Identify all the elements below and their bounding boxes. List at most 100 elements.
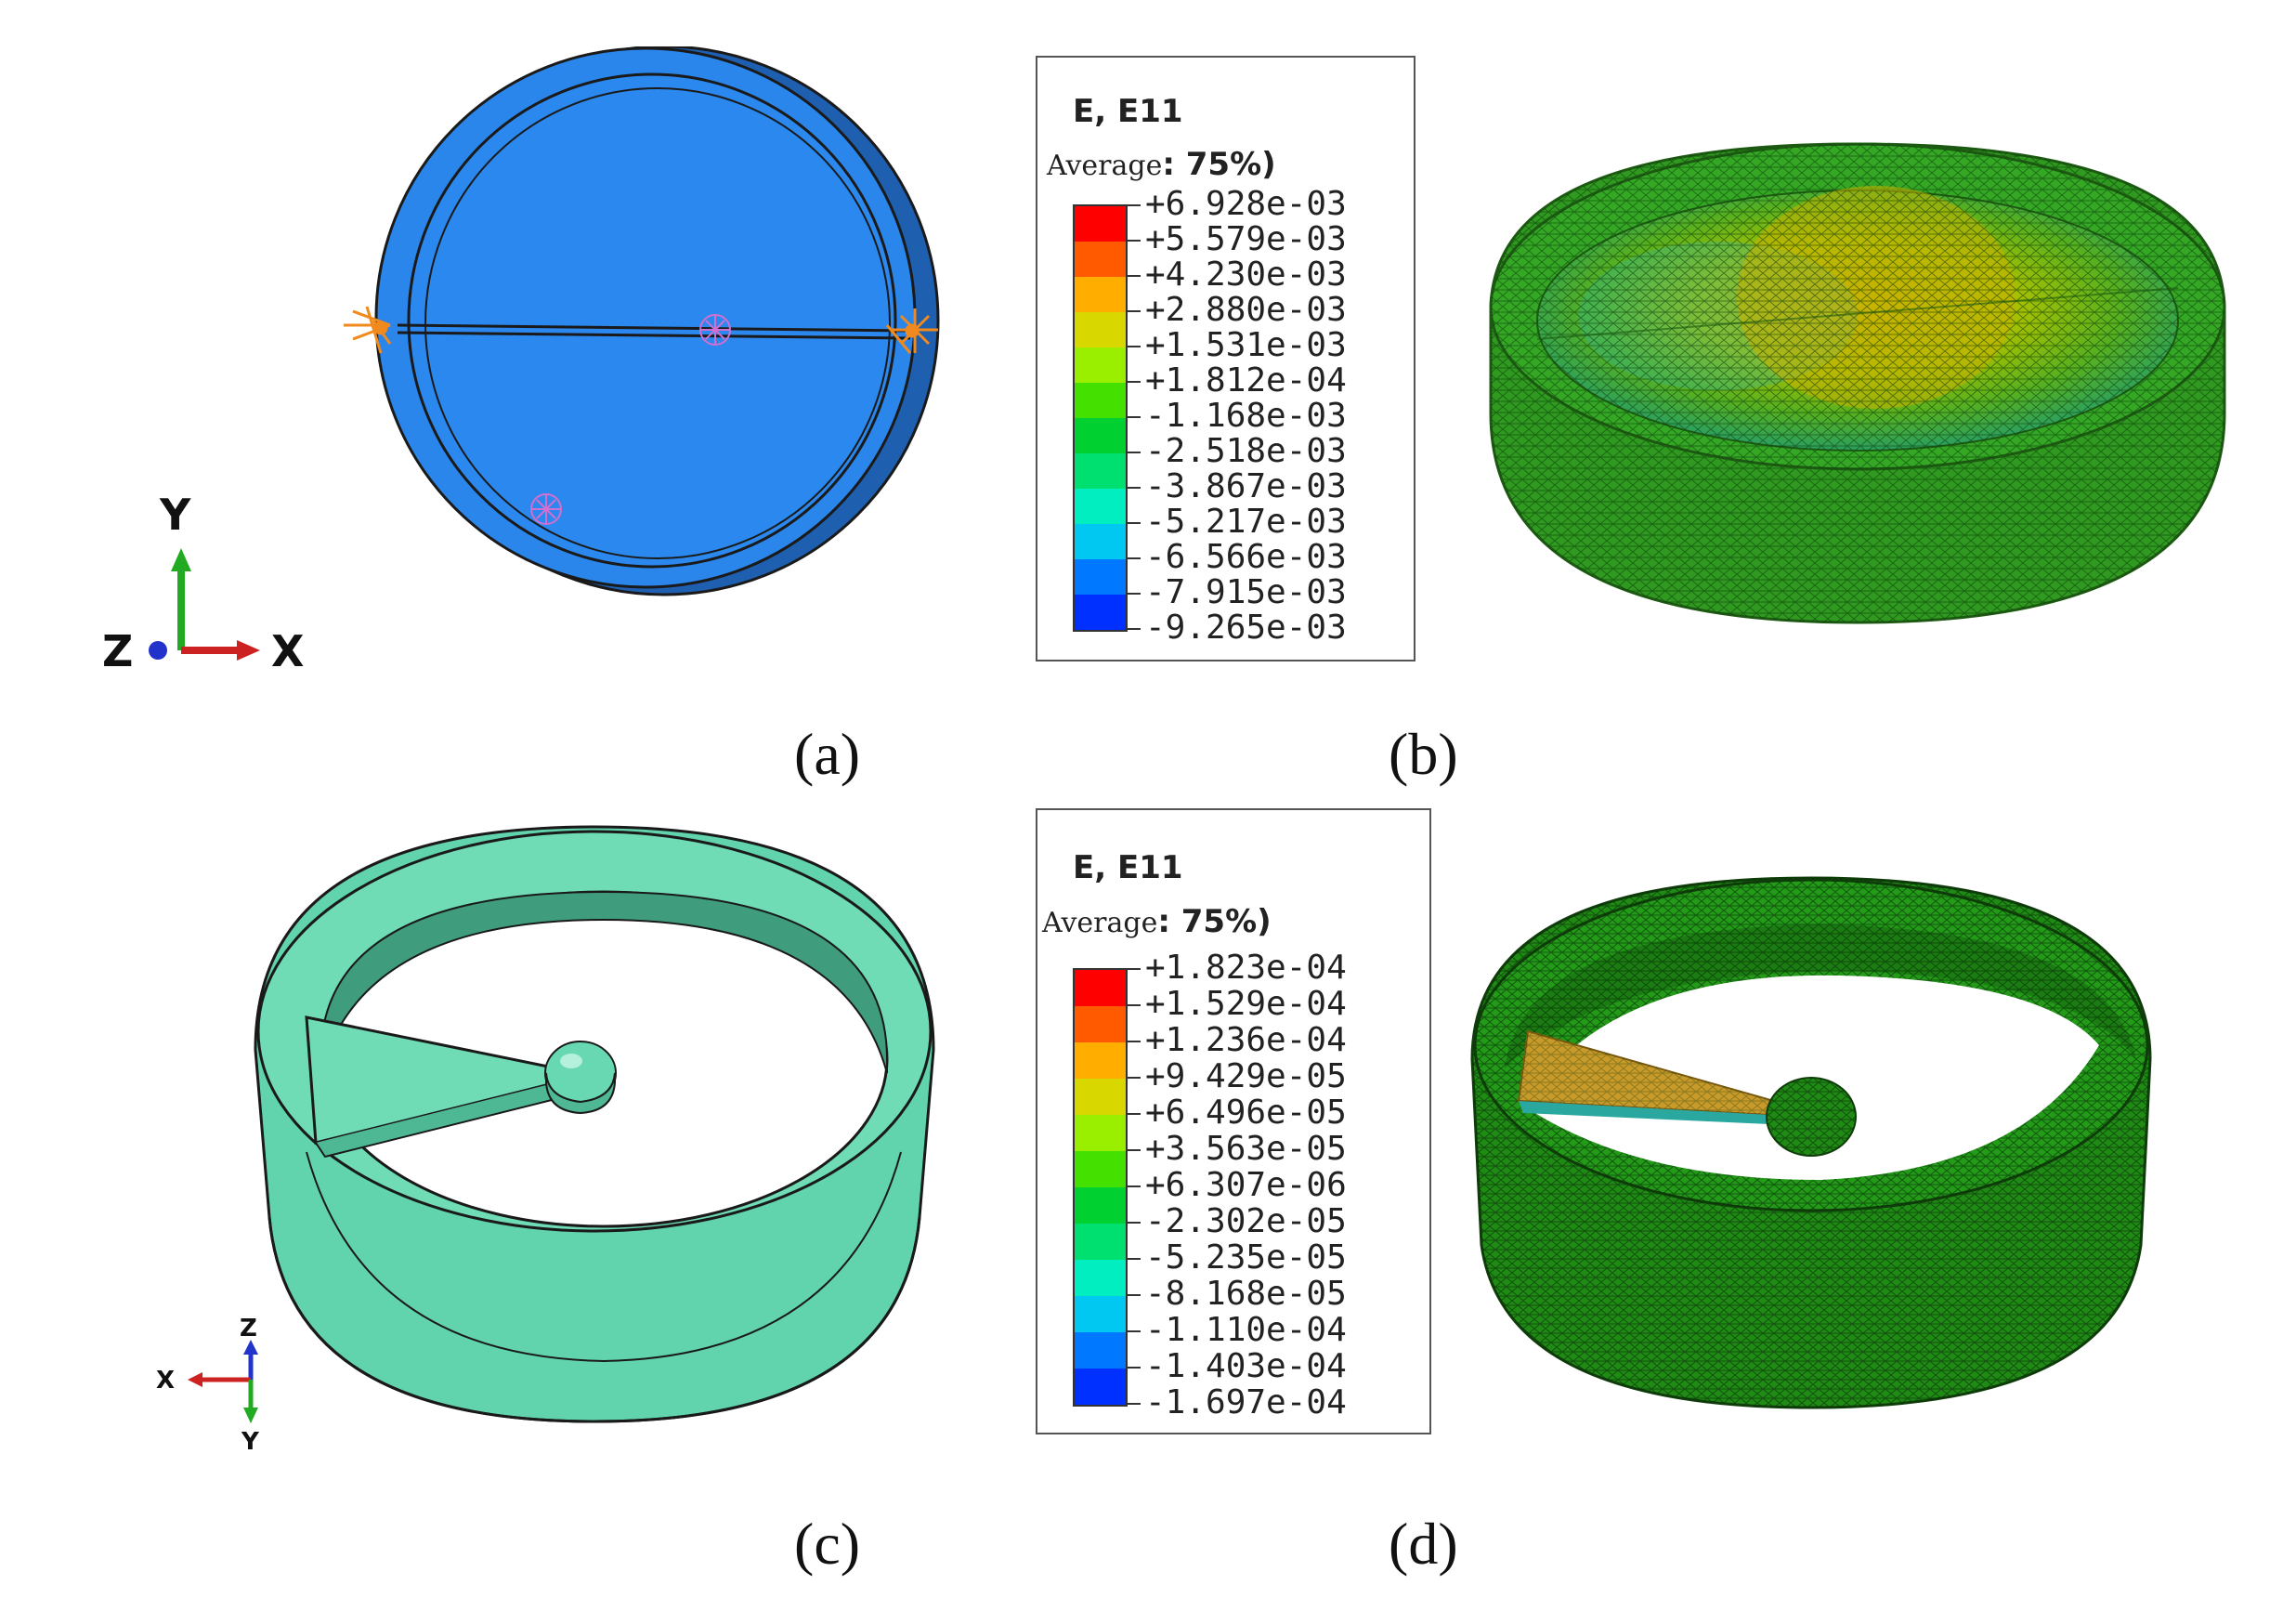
- axis-label-y: Y: [159, 490, 191, 540]
- legend-tick: [1126, 1258, 1141, 1260]
- legend-value: +9.429e-05: [1145, 1057, 1347, 1095]
- legend-value: -6.566e-03: [1145, 538, 1347, 576]
- legend-b-average-label: Average: [1047, 150, 1163, 182]
- legend-swatch: [1075, 1332, 1126, 1369]
- legend-color-bar: [1073, 204, 1128, 632]
- legend-tick: [1126, 240, 1141, 242]
- legend-swatch: [1075, 1260, 1126, 1296]
- legend-swatch: [1075, 206, 1126, 242]
- legend-value: -2.302e-05: [1145, 1202, 1347, 1240]
- legend-color-bar: [1073, 968, 1128, 1407]
- legend-swatch: [1075, 489, 1126, 524]
- caption-c: (c): [794, 1511, 861, 1577]
- axis-label-y-c: Y: [241, 1428, 260, 1456]
- legend-value: -5.235e-05: [1145, 1238, 1347, 1277]
- legend-d-average-value: : 75%): [1157, 903, 1272, 940]
- legend-swatch: [1075, 1224, 1126, 1260]
- reference-point-center: [699, 314, 731, 346]
- legend-swatch: [1075, 277, 1126, 312]
- legend-tick: [1126, 1294, 1141, 1296]
- boundary-marker-left: [344, 306, 392, 354]
- legend-value: -1.697e-04: [1145, 1383, 1347, 1421]
- legend-b: E, E11 Average: 75%) +6.928e-03 +5.579e-0…: [1036, 56, 1415, 661]
- legend-swatch: [1075, 595, 1126, 630]
- legend-swatch: [1075, 1151, 1126, 1187]
- legend-tick: [1126, 1367, 1141, 1369]
- legend-swatch: [1075, 1296, 1126, 1332]
- legend-swatch: [1075, 1006, 1126, 1042]
- legend-value: -3.867e-03: [1145, 467, 1347, 505]
- legend-value: -1.403e-04: [1145, 1347, 1347, 1385]
- legend-value: +1.531e-03: [1145, 326, 1347, 364]
- legend-d-average: Average: 75%): [1042, 903, 1272, 940]
- legend-value: +1.823e-04: [1145, 949, 1347, 987]
- legend-tick: [1126, 1185, 1141, 1187]
- panel-d-model: [1470, 876, 2152, 1409]
- legend-tick: [1126, 522, 1141, 524]
- legend-value: +6.496e-05: [1145, 1094, 1347, 1132]
- legend-swatch: [1075, 242, 1126, 277]
- legend-swatch: [1075, 312, 1126, 347]
- axis-label-z: Z: [102, 626, 133, 669]
- legend-swatch: [1075, 1187, 1126, 1224]
- legend-tick: [1126, 1113, 1141, 1115]
- legend-swatch: [1075, 453, 1126, 489]
- legend-value: +1.529e-04: [1145, 985, 1347, 1023]
- legend-tick: [1126, 1403, 1141, 1405]
- legend-value: -1.168e-03: [1145, 397, 1347, 435]
- caption-d: (d): [1389, 1511, 1458, 1577]
- axis-label-x-c: X: [156, 1367, 175, 1395]
- legend-swatch: [1075, 1115, 1126, 1151]
- axis-triad-a: Y Z X: [102, 490, 304, 669]
- legend-value: +6.307e-06: [1145, 1166, 1347, 1204]
- legend-value: +3.563e-05: [1145, 1130, 1347, 1168]
- legend-d: E, E11 Average: 75%) +1.823e-04 +1.529e-0…: [1036, 808, 1431, 1434]
- legend-tick: [1126, 275, 1141, 277]
- panel-a-model: [344, 46, 940, 596]
- legend-value: +4.230e-03: [1145, 255, 1347, 294]
- legend-tick: [1126, 628, 1141, 630]
- axis-triad-c: Z X Y: [156, 1315, 260, 1456]
- legend-tick: [1126, 557, 1141, 559]
- legend-tick: [1126, 1330, 1141, 1332]
- legend-tick: [1126, 452, 1141, 453]
- legend-swatch: [1075, 347, 1126, 383]
- caption-b: (b): [1389, 721, 1458, 787]
- legend-value: +1.812e-04: [1145, 361, 1347, 399]
- legend-tick: [1126, 381, 1141, 383]
- legend-value: -1.110e-04: [1145, 1311, 1347, 1349]
- legend-b-title: E, E11: [1073, 93, 1183, 130]
- legend-swatch: [1075, 559, 1126, 595]
- legend-value: +1.236e-04: [1145, 1021, 1347, 1059]
- legend-value: +2.880e-03: [1145, 291, 1347, 329]
- legend-tick: [1126, 1077, 1141, 1079]
- legend-value: -7.915e-03: [1145, 573, 1347, 611]
- legend-tick: [1126, 310, 1141, 312]
- legend-d-title: E, E11: [1073, 849, 1183, 886]
- legend-tick: [1126, 487, 1141, 489]
- legend-tick: [1126, 204, 1141, 206]
- legend-swatch: [1075, 1079, 1126, 1115]
- legend-tick: [1126, 968, 1141, 970]
- legend-d-average-label: Average: [1042, 907, 1158, 939]
- legend-tick: [1126, 1004, 1141, 1006]
- legend-tick: [1126, 1041, 1141, 1042]
- legend-tick: [1126, 346, 1141, 347]
- legend-swatch: [1075, 1042, 1126, 1079]
- axis-label-x: X: [271, 626, 304, 669]
- legend-swatch: [1075, 524, 1126, 559]
- legend-tick: [1126, 1149, 1141, 1151]
- legend-value: -2.518e-03: [1145, 432, 1347, 470]
- legend-b-average-value: : 75%): [1162, 146, 1276, 183]
- caption-a: (a): [794, 721, 861, 787]
- legend-swatch: [1075, 418, 1126, 453]
- boundary-marker-right: [885, 308, 938, 354]
- legend-tick: [1126, 593, 1141, 595]
- legend-value: -8.168e-05: [1145, 1275, 1347, 1313]
- axis-label-z-c: Z: [240, 1315, 257, 1342]
- panel-c-model: [254, 825, 935, 1423]
- legend-swatch: [1075, 970, 1126, 1006]
- legend-value: -5.217e-03: [1145, 503, 1347, 541]
- panel-b-model: [1489, 142, 2226, 624]
- legend-b-average: Average: 75%): [1047, 146, 1276, 183]
